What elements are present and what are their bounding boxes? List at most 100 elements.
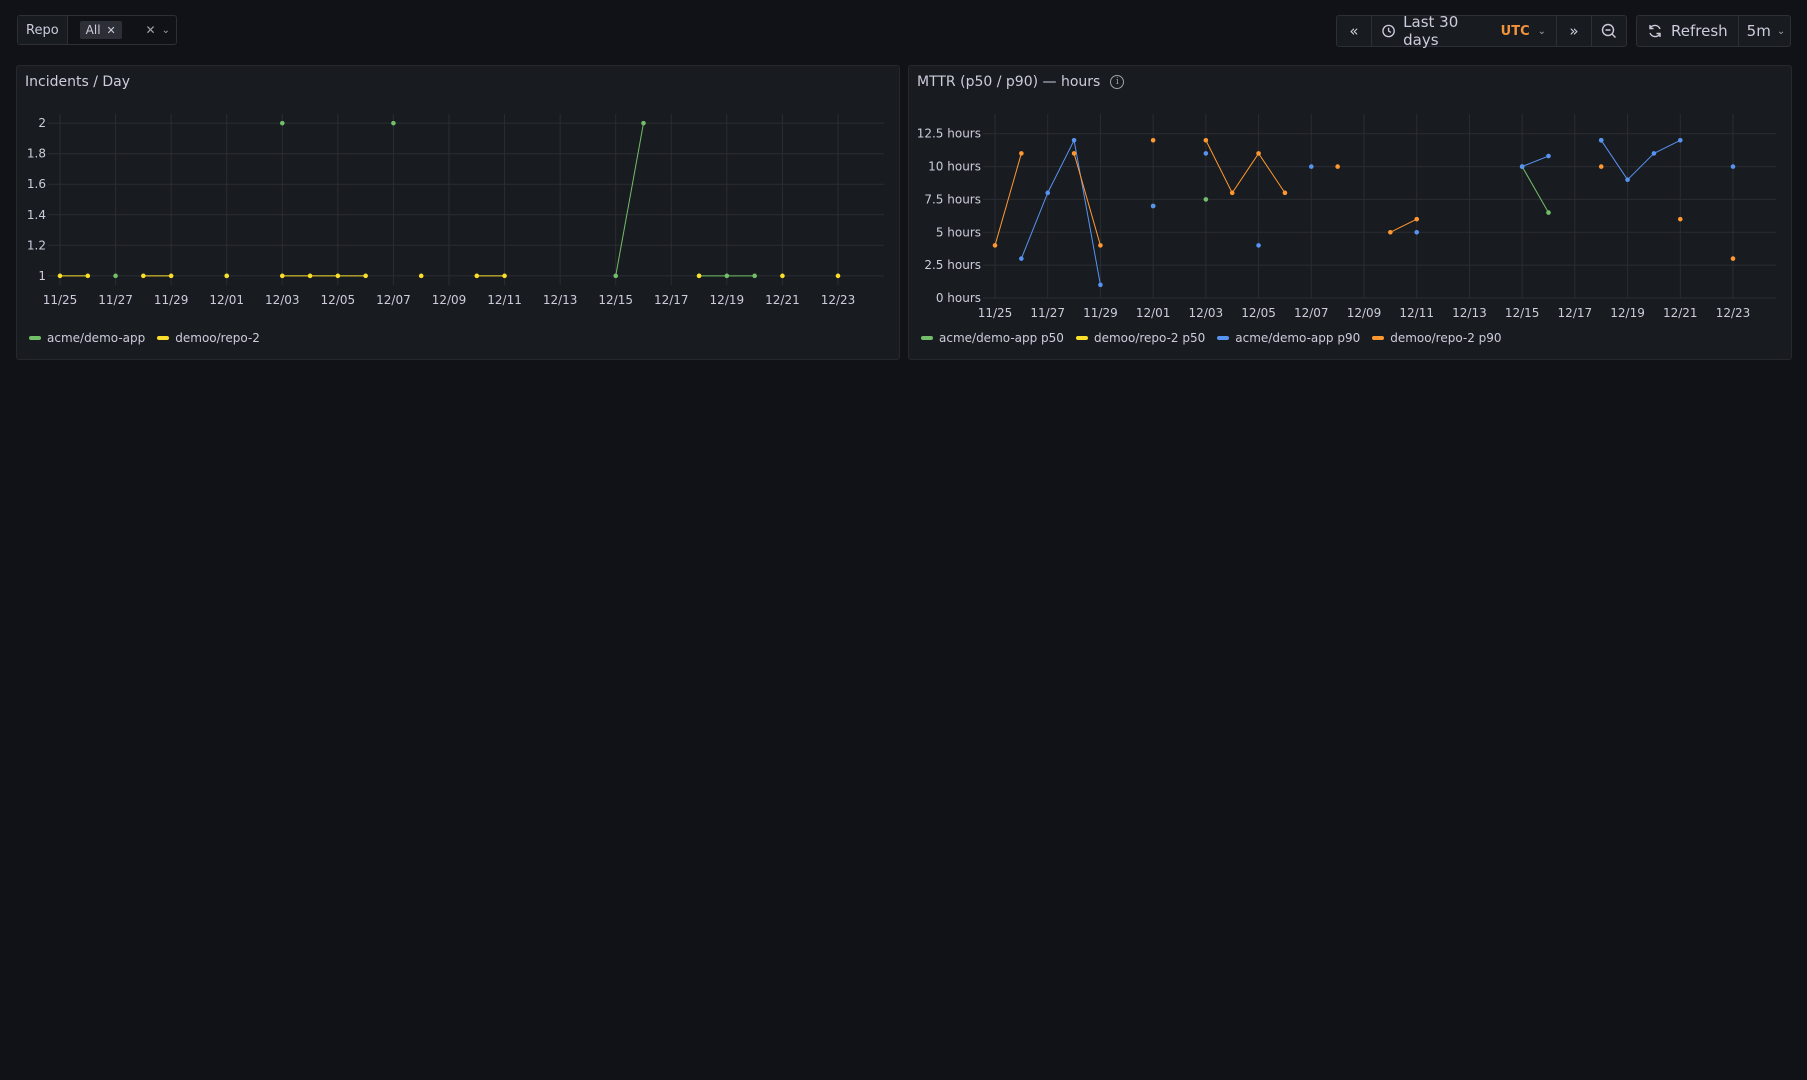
legend-item[interactable]: acme/demo-app p90: [1217, 331, 1360, 345]
legend-label: demoo/repo-2 p90: [1390, 331, 1502, 345]
data-point[interactable]: [724, 273, 730, 279]
panel-title[interactable]: MTTR (p50 / p90) — hours i: [917, 74, 1125, 90]
angle-double-left-icon: «: [1349, 22, 1359, 40]
incidents-panel-title: Incidents / Day: [25, 74, 131, 90]
data-point[interactable]: [418, 273, 424, 279]
data-point[interactable]: [141, 273, 146, 279]
data-point[interactable]: [1150, 137, 1156, 143]
time-range-picker[interactable]: Last 30 days UTC ⌄: [1372, 13, 1557, 49]
refresh-button[interactable]: Refresh: [1637, 16, 1739, 46]
data-point[interactable]: [1019, 151, 1024, 156]
x-tick-label: 12/01: [1136, 306, 1171, 320]
x-tick-label: 12/23: [1716, 306, 1751, 320]
data-point[interactable]: [1730, 256, 1736, 261]
legend-item[interactable]: demoo/repo-2 p90: [1372, 331, 1502, 345]
data-point[interactable]: [1203, 197, 1209, 202]
data-point[interactable]: [1546, 210, 1551, 215]
legend-item[interactable]: acme/demo-app: [29, 331, 145, 345]
legend-item[interactable]: acme/demo-app p50: [921, 331, 1064, 345]
legend-item[interactable]: demoo/repo-2 p50: [1075, 331, 1206, 345]
data-point[interactable]: [307, 273, 313, 279]
data-point[interactable]: [335, 273, 341, 279]
data-point[interactable]: [1045, 190, 1051, 196]
data-point[interactable]: [1150, 203, 1156, 209]
data-point[interactable]: [835, 273, 841, 279]
dashboard-toolbar: Repo All ✕ ✕ ⌄ « Last 30 days UTC ⌄ »: [0, 0, 1807, 64]
chevron-down-icon[interactable]: ⌄: [161, 24, 170, 36]
info-circle-icon[interactable]: i: [1110, 75, 1125, 89]
y-tick-label: 1.6: [27, 177, 46, 191]
data-point[interactable]: [752, 273, 757, 279]
data-point[interactable]: [613, 273, 619, 279]
data-point[interactable]: [1388, 229, 1393, 235]
data-point[interactable]: [1598, 164, 1604, 169]
series-line: [1020, 138, 1101, 285]
data-point[interactable]: [363, 273, 368, 279]
refresh-interval-picker[interactable]: 5m ⌄: [1739, 16, 1794, 46]
data-point[interactable]: [1071, 137, 1077, 143]
mttr-legend: acme/demo-app p50 demoo/repo-2 p50 acme/de…: [921, 331, 1502, 345]
data-point[interactable]: [1071, 151, 1077, 156]
data-point[interactable]: [1308, 164, 1314, 169]
y-tick-label: 5 hours: [936, 225, 981, 239]
data-point[interactable]: [391, 120, 396, 126]
data-point[interactable]: [1203, 137, 1209, 143]
remove-chip-icon[interactable]: ✕: [106, 23, 116, 37]
data-point[interactable]: [641, 120, 646, 126]
mttr-chart[interactable]: 0 hours 2.5 hours 5 hours 7.5 hours 10 hours…: [909, 66, 1793, 361]
data-point[interactable]: [696, 273, 702, 279]
data-point[interactable]: [1229, 190, 1235, 196]
time-picker-group: « Last 30 days UTC ⌄ »: [1336, 13, 1627, 49]
data-point[interactable]: [279, 120, 285, 126]
data-point[interactable]: [1335, 164, 1340, 169]
data-point[interactable]: [1414, 229, 1420, 235]
data-point[interactable]: [1256, 243, 1261, 248]
data-point[interactable]: [1098, 243, 1103, 248]
data-point[interactable]: [1098, 282, 1103, 288]
data-point[interactable]: [1019, 256, 1024, 261]
x-tick-label: 12/11: [487, 293, 522, 307]
data-point[interactable]: [85, 273, 91, 279]
x-tick-label: 12/05: [1241, 306, 1276, 320]
data-point[interactable]: [1282, 190, 1288, 196]
data-point[interactable]: [474, 273, 480, 279]
repo-chip[interactable]: All ✕: [79, 21, 122, 39]
panel-title[interactable]: Incidents / Day: [25, 74, 130, 90]
data-point[interactable]: [113, 273, 118, 279]
data-point[interactable]: [1730, 164, 1736, 169]
grid: [48, 114, 884, 285]
y-tick-label: 10 hours: [928, 160, 981, 174]
data-point[interactable]: [1546, 153, 1551, 159]
data-point[interactable]: [1203, 151, 1209, 156]
legend-item[interactable]: demoo/repo-2: [157, 331, 260, 345]
data-point[interactable]: [224, 273, 230, 279]
angle-double-right-icon: »: [1569, 22, 1579, 40]
clear-icon[interactable]: ✕: [145, 23, 156, 37]
data-point[interactable]: [502, 273, 507, 279]
data-point[interactable]: [780, 273, 785, 279]
x-tick-label: 12/11: [1399, 306, 1434, 320]
data-point[interactable]: [1256, 151, 1261, 156]
data-point[interactable]: [1651, 151, 1657, 156]
data-point[interactable]: [1414, 216, 1420, 222]
legend-label: demoo/repo-2 p50: [1093, 331, 1206, 345]
x-tick-label: 12/15: [598, 293, 633, 307]
data-point[interactable]: [1677, 216, 1683, 222]
clock-icon: [1382, 24, 1395, 38]
data-point[interactable]: [1677, 137, 1683, 143]
shift-forward-button[interactable]: »: [1557, 16, 1592, 46]
data-point[interactable]: [1625, 177, 1630, 183]
data-point[interactable]: [992, 243, 998, 248]
data-point[interactable]: [1519, 164, 1525, 169]
repo-variable-select[interactable]: All ✕ ✕ ⌄: [68, 16, 176, 44]
data-point[interactable]: [279, 273, 285, 279]
x-tick-label: 12/03: [1189, 306, 1224, 320]
shift-back-button[interactable]: «: [1337, 16, 1372, 46]
zoom-out-button[interactable]: [1592, 16, 1626, 46]
x-tick-label: 12/17: [654, 293, 689, 307]
legend-label: acme/demo-app p90: [1235, 331, 1361, 345]
data-point[interactable]: [168, 273, 174, 279]
incidents-chart[interactable]: 1 1.2 1.4 1.6 1.8 2 11/25 11/27 11/29 12/01 12/03 1…: [17, 66, 901, 361]
data-point[interactable]: [1598, 137, 1604, 143]
data-point[interactable]: [57, 273, 63, 279]
